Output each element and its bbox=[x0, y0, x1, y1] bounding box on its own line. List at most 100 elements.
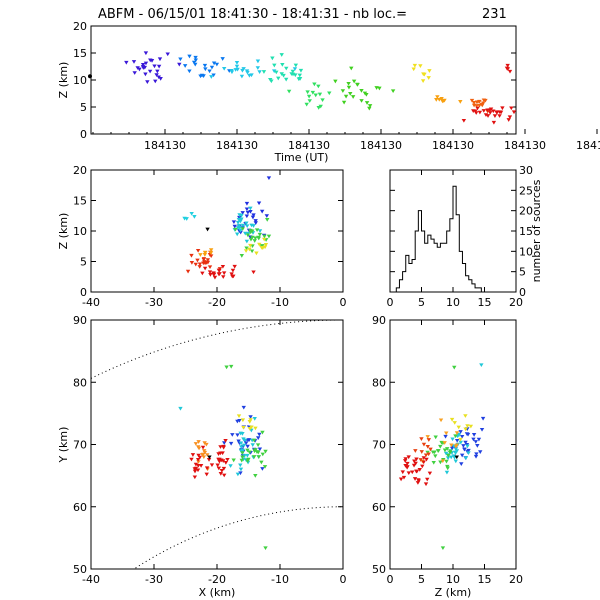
y-tick-label: 20 bbox=[73, 164, 87, 177]
source-point bbox=[239, 254, 244, 258]
y-tick-label: 5 bbox=[80, 101, 87, 114]
y-tick-label: 0 bbox=[80, 128, 87, 141]
source-point bbox=[263, 546, 268, 551]
source-point bbox=[195, 468, 201, 473]
source-point bbox=[253, 219, 258, 223]
source-point bbox=[196, 453, 201, 458]
source-point bbox=[480, 101, 486, 106]
source-point bbox=[413, 461, 418, 466]
source-point bbox=[255, 66, 261, 70]
source-point bbox=[209, 75, 214, 79]
source-point bbox=[153, 79, 158, 84]
source-point bbox=[454, 443, 460, 448]
source-point bbox=[143, 72, 148, 77]
x-tick-label: 5 bbox=[418, 296, 425, 309]
source-point bbox=[142, 65, 148, 70]
source-point bbox=[193, 55, 198, 60]
source-point bbox=[248, 228, 253, 233]
source-point bbox=[220, 57, 225, 61]
source-point bbox=[274, 70, 279, 75]
source-point bbox=[402, 459, 408, 463]
source-point bbox=[214, 62, 220, 67]
source-point bbox=[238, 471, 243, 476]
source-point bbox=[507, 115, 513, 120]
y-tick-label: 10 bbox=[73, 74, 87, 87]
source-point bbox=[248, 418, 253, 422]
x-tick-label: 10 bbox=[446, 296, 460, 309]
source-point bbox=[260, 430, 265, 435]
source-point bbox=[241, 443, 247, 448]
source-point bbox=[143, 51, 149, 56]
source-point bbox=[414, 469, 419, 474]
source-point bbox=[471, 437, 476, 442]
source-point bbox=[198, 74, 203, 79]
source-point bbox=[245, 444, 250, 449]
source-point bbox=[509, 106, 514, 111]
source-point bbox=[355, 82, 360, 87]
source-point bbox=[458, 430, 463, 434]
source-point bbox=[458, 437, 463, 442]
y-axis-label: Y (km) bbox=[57, 427, 70, 464]
source-point bbox=[475, 106, 480, 111]
source-point bbox=[253, 426, 258, 431]
source-point bbox=[464, 432, 470, 436]
y-tick-label: 80 bbox=[73, 376, 87, 389]
source-point bbox=[435, 95, 440, 99]
source-point bbox=[477, 110, 483, 115]
source-point bbox=[215, 463, 220, 468]
source-point bbox=[238, 463, 243, 468]
source-point bbox=[419, 437, 424, 442]
source-point bbox=[364, 92, 369, 97]
source-point bbox=[132, 71, 137, 75]
source-point bbox=[253, 474, 258, 478]
source-point bbox=[201, 257, 206, 262]
source-point bbox=[147, 69, 153, 74]
source-point bbox=[403, 464, 408, 468]
z-y-panel: 50 60 70 80 90 0 5 10 15 20 Z (km) bbox=[372, 314, 523, 599]
time-height-panel: 0 5 10 15 20 184130 184130 184130 184130 184130 18… bbox=[57, 20, 600, 164]
source-point bbox=[239, 458, 244, 463]
y-tick-label: 50 bbox=[73, 563, 87, 576]
source-point bbox=[200, 452, 206, 457]
source-point bbox=[423, 453, 429, 458]
source-point bbox=[474, 452, 479, 457]
source-point bbox=[442, 448, 448, 453]
source-point bbox=[223, 461, 229, 465]
x-tick-label: -30 bbox=[145, 573, 163, 586]
source-point bbox=[187, 69, 192, 74]
source-point bbox=[208, 248, 214, 252]
source-point bbox=[473, 454, 479, 459]
source-point bbox=[418, 458, 423, 462]
x-z-panel: 0 5 10 15 20 -40 -30 -20 -10 0 Z (km) bbox=[57, 164, 347, 309]
source-point bbox=[238, 228, 243, 233]
range-ring bbox=[91, 320, 343, 379]
source-point bbox=[234, 61, 240, 65]
source-point bbox=[430, 450, 436, 455]
source-point bbox=[254, 450, 260, 454]
source-point bbox=[436, 449, 441, 453]
nb-loc-value: 231 bbox=[482, 7, 507, 22]
y-tick-label: 10 bbox=[73, 225, 87, 238]
source-point bbox=[283, 77, 289, 82]
x-axis-label: Z (km) bbox=[435, 586, 472, 599]
source-point bbox=[189, 457, 194, 462]
source-point bbox=[234, 64, 240, 69]
source-point bbox=[204, 442, 209, 447]
source-point bbox=[364, 101, 370, 105]
y-axis-label: number of sources bbox=[530, 179, 543, 282]
source-point bbox=[452, 365, 457, 370]
source-point bbox=[505, 63, 510, 68]
x-tick-label: 5 bbox=[418, 573, 425, 586]
source-point bbox=[458, 99, 463, 104]
y-tick-label: 10 bbox=[519, 245, 533, 258]
source-point bbox=[232, 224, 237, 229]
source-point bbox=[265, 218, 270, 222]
source-point bbox=[239, 213, 244, 218]
x-axis-label: X (km) bbox=[199, 586, 236, 599]
plot-frame bbox=[90, 319, 344, 570]
source-point bbox=[269, 79, 274, 84]
source-point bbox=[480, 103, 485, 108]
source-point bbox=[471, 433, 477, 437]
source-point bbox=[262, 234, 267, 239]
source-point bbox=[262, 245, 268, 250]
